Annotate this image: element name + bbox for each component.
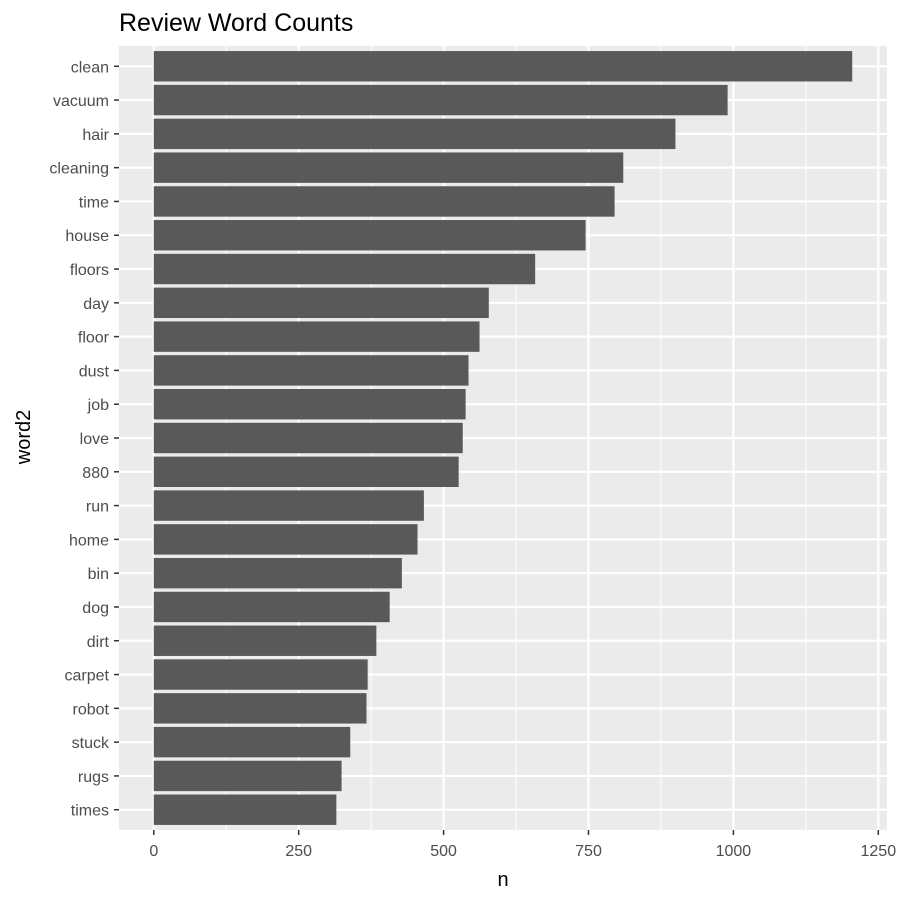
bar [153, 253, 536, 285]
y-axis: clean vacuum hair cleaning time house floors da… [49, 59, 119, 820]
bar [153, 186, 615, 217]
y-tick-label: carpet [65, 668, 110, 685]
bar [153, 51, 853, 82]
y-tick-label: job [87, 397, 109, 414]
y-tick-label: dirt [87, 634, 110, 651]
y-tick-label: hair [82, 127, 109, 144]
y-tick-label: day [83, 296, 109, 313]
x-axis-title: n [497, 869, 508, 891]
x-tick-label: 0 [149, 843, 158, 860]
bars [153, 51, 853, 825]
bar [153, 591, 390, 623]
bar [153, 557, 402, 589]
y-tick-label: bin [88, 566, 109, 583]
bar [153, 456, 459, 487]
y-tick-label: dust [79, 363, 110, 380]
bar [153, 794, 337, 825]
x-tick-label: 1250 [861, 843, 897, 860]
x-axis: 0 250 500 750 1000 1250 [149, 830, 896, 860]
y-tick-label: run [86, 499, 109, 516]
y-tick-label: dog [82, 600, 109, 617]
bar [153, 760, 342, 792]
chart-title: Review Word Counts [119, 9, 353, 37]
bar [153, 84, 728, 116]
bar [153, 490, 424, 521]
y-tick-label: clean [71, 59, 109, 76]
x-tick-label: 1000 [716, 843, 752, 860]
y-tick-label: stuck [72, 735, 110, 752]
y-tick-label: floor [78, 330, 110, 347]
y-tick-label: rugs [78, 769, 109, 786]
y-tick-label: robot [73, 701, 110, 718]
x-tick-label: 750 [575, 843, 602, 860]
bar [153, 726, 351, 758]
bar [153, 389, 466, 420]
bar [153, 118, 676, 150]
bar [153, 524, 418, 555]
bar [153, 287, 489, 319]
bar [153, 355, 469, 386]
x-tick-label: 250 [285, 843, 312, 860]
y-tick-label: love [80, 431, 109, 448]
y-tick-label: floors [70, 262, 109, 279]
bar [153, 659, 368, 690]
y-tick-label: vacuum [53, 93, 109, 110]
x-tick-label: 500 [430, 843, 457, 860]
bar [153, 220, 586, 251]
bar [153, 152, 624, 183]
y-tick-label: cleaning [49, 161, 109, 178]
y-axis-title: word2 [13, 410, 35, 465]
y-tick-label: house [65, 228, 109, 245]
y-tick-label: home [69, 532, 109, 549]
bar [153, 625, 377, 656]
bar [153, 422, 463, 454]
y-tick-label: time [79, 194, 109, 211]
bar [153, 693, 367, 724]
bar [153, 321, 480, 352]
y-tick-label: 880 [82, 465, 109, 482]
y-tick-label: times [71, 803, 109, 820]
